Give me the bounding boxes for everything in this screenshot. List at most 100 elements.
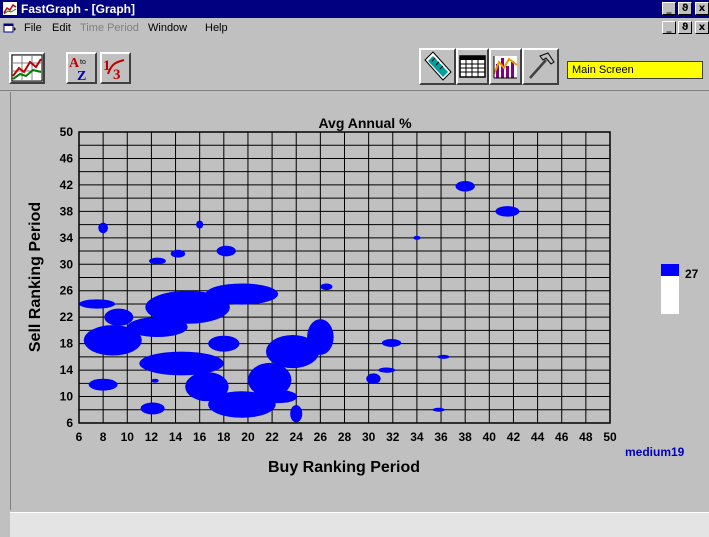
title-bar: FastGraph - [Graph] _ ϑ x: [0, 0, 709, 18]
ruler-icon: [424, 51, 452, 81]
contour-region: [455, 180, 475, 192]
ruler-button[interactable]: [419, 48, 456, 85]
x-tick-label: 40: [483, 430, 497, 444]
x-tick-label: 22: [265, 430, 279, 444]
close-icon: x: [698, 3, 706, 14]
chart-title: Avg Annual %: [318, 115, 412, 131]
toolbar: A to Z 1 3: [0, 38, 709, 90]
line-chart-button[interactable]: [9, 52, 45, 84]
tools-button[interactable]: [522, 48, 559, 85]
y-tick-label: 38: [60, 204, 74, 218]
menu-time-period[interactable]: Time Period: [80, 22, 139, 34]
restore-button[interactable]: ϑ: [678, 2, 692, 15]
x-tick-label: 46: [555, 430, 569, 444]
annotation-label: medium19: [625, 445, 685, 459]
sort-numeric-icon: 1 3: [103, 58, 125, 83]
child-restore-icon: ϑ: [681, 22, 689, 33]
plot-frame: [78, 131, 611, 424]
close-button[interactable]: x: [695, 2, 709, 15]
x-tick-label: 24: [290, 430, 304, 444]
menu-help[interactable]: Help: [205, 22, 228, 34]
contour-region: [148, 257, 166, 265]
x-tick-labels: 6 8 10 12 14 16 18 20 22 24 26 28 30 32 34 36 38 40 42 44 46…: [76, 430, 617, 444]
y-tick-label: 46: [60, 151, 74, 165]
x-tick-label: 14: [169, 430, 183, 444]
app-chart-icon: [3, 2, 17, 15]
contour-region: [88, 378, 118, 391]
x-tick-label: 44: [531, 430, 545, 444]
legend-white: [661, 276, 679, 314]
window-title: FastGraph - [Graph]: [21, 2, 136, 16]
screen-name-field[interactable]: Main Screen: [567, 61, 703, 79]
menu-edit[interactable]: Edit: [52, 22, 71, 34]
contour-region: [196, 220, 204, 229]
y-tick-label: 30: [60, 257, 74, 271]
x-tick-label: 8: [100, 430, 107, 444]
contour-region: [378, 367, 396, 373]
x-tick-label: 18: [217, 430, 231, 444]
grid: [78, 131, 611, 424]
contour-region: [140, 402, 165, 415]
x-axis-label: Buy Ranking Period: [268, 459, 420, 476]
svg-text:Z: Z: [77, 69, 86, 82]
contour-region: [413, 235, 421, 240]
contour-region: [208, 391, 276, 418]
x-tick-label: 12: [145, 430, 159, 444]
contour-region: [151, 378, 159, 383]
y-tick-labels: 6 10 14 18 22 26 30 34 38 42 46 50: [60, 125, 74, 430]
contour-chart: Avg Annual % 6 8 10 12 14 16 18 20 22 24 26 28 30 32 3…: [27, 115, 699, 476]
x-tick-label: 20: [241, 430, 255, 444]
toolbar-separator: [0, 90, 709, 91]
menu-file[interactable]: File: [24, 22, 42, 34]
x-tick-label: 50: [603, 430, 617, 444]
x-tick-label: 26: [314, 430, 328, 444]
bar-chart-button[interactable]: [489, 48, 522, 85]
x-tick-label: 32: [386, 430, 400, 444]
hammer-icon: [529, 52, 555, 79]
table-grid-icon: [459, 55, 486, 78]
x-tick-label: 16: [193, 430, 207, 444]
contour-region: [170, 249, 186, 258]
child-close-button[interactable]: x: [695, 21, 709, 34]
x-tick-label: 28: [338, 430, 352, 444]
child-close-icon: x: [698, 22, 706, 33]
line-chart-icon: [11, 54, 43, 82]
x-tick-label: 6: [76, 430, 83, 444]
contour-region: [205, 283, 279, 305]
sort-az-icon: A to Z: [69, 56, 86, 84]
svg-text:A: A: [69, 56, 80, 71]
svg-text:1: 1: [103, 58, 111, 74]
sort-numeric-button[interactable]: 1 3: [100, 52, 131, 84]
child-minimize-icon: _: [666, 22, 672, 33]
svg-text:to: to: [80, 59, 86, 66]
child-minimize-button[interactable]: _: [662, 21, 676, 34]
y-tick-label: 34: [60, 231, 74, 245]
menu-window[interactable]: Window: [148, 22, 188, 34]
contour-region: [208, 335, 240, 352]
contour-region: [98, 222, 108, 234]
y-tick-label: 10: [60, 390, 74, 404]
child-restore-button[interactable]: ϑ: [678, 21, 692, 34]
contour-region: [266, 335, 320, 369]
y-axis-label: Sell Ranking Period: [27, 202, 44, 352]
svg-text:3: 3: [113, 67, 121, 82]
bar-chart-icon: [493, 56, 518, 79]
contour-region: [432, 407, 445, 412]
y-tick-label: 14: [60, 363, 74, 377]
contour-region: [104, 308, 134, 326]
x-tick-label: 34: [410, 430, 424, 444]
contour-region: [247, 362, 292, 398]
minimize-button[interactable]: _: [662, 2, 676, 15]
y-tick-label: 50: [60, 125, 74, 139]
contour-region: [290, 405, 303, 423]
menu-bar: File Edit Time Period Window Help _ ϑ x: [0, 18, 709, 38]
contour-region: [495, 206, 520, 217]
legend-label: 27: [685, 267, 699, 281]
sort-az-button[interactable]: A to Z: [66, 52, 97, 84]
document-menu-icon[interactable]: [3, 22, 17, 34]
x-tick-label: 42: [507, 430, 521, 444]
contour-region: [381, 339, 402, 347]
table-view-button[interactable]: [456, 48, 489, 85]
y-tick-label: 42: [60, 178, 74, 192]
contour-region: [127, 317, 188, 338]
